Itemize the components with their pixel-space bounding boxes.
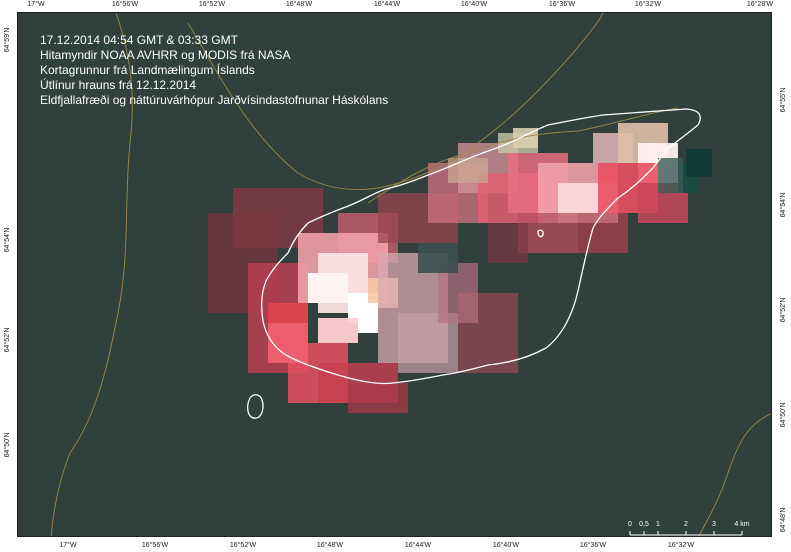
lava-outline-main (260, 108, 701, 385)
thermal-pixel-block (418, 243, 458, 273)
axis-label-right-3: 64°50'N (780, 402, 787, 428)
lava-outline-notch (537, 229, 544, 238)
axis-label-top-4: 16°44'W (373, 1, 401, 8)
thermal-pixel-block (448, 158, 488, 183)
axis-label-bottom-5: 16°40'W (492, 542, 520, 549)
thermal-pixel-block (513, 128, 538, 148)
axis-label-right-0: 64°55'N (780, 87, 787, 113)
axis-label-left-3: 64°50'N (4, 432, 11, 458)
axis-label-top-1: 16°56'W (111, 1, 139, 8)
scale-bar-label: 3 (712, 521, 716, 528)
scale-bar-graphic (629, 531, 743, 536)
axis-label-right-2: 64°52'N (780, 297, 787, 323)
scale-bar: 0 0,5 1 2 3 4 km (626, 521, 756, 536)
road-north (187, 13, 604, 191)
thermal-pixel-block (578, 213, 628, 253)
axis-label-bottom-0: 17°W (59, 542, 77, 549)
axis-label-left-2: 64°52'N (4, 327, 11, 353)
axis-label-top-3: 16°48'W (285, 1, 313, 8)
axis-label-top-7: 16°32'W (634, 1, 662, 8)
axis-label-top-2: 16°52'W (198, 1, 226, 8)
thermal-pixel-block (488, 223, 528, 263)
axis-label-top-0: 17°W (27, 1, 45, 8)
thermal-pixels (208, 123, 712, 413)
axis-label-top-6: 16°36'W (548, 1, 576, 8)
axis-label-right-4: 64°48'N (780, 507, 787, 533)
lava-outline-islet (246, 394, 264, 419)
scale-bar-label: 0,5 (639, 521, 649, 528)
axis-label-left-0: 64°59'N (4, 27, 11, 53)
caption-outline-date: Útlínur hrauns frá 12.12.2014 (40, 78, 197, 92)
caption-source-imagery: Hitamyndir NOAA AVHRR og MODIS frá NASA (40, 48, 291, 62)
axis-label-bottom-7: 16°32'W (667, 542, 695, 549)
map-caption: 17.12.2014 04:54 GMT & 03:33 GMT Hitamyn… (40, 33, 388, 108)
scale-bar-label: 0 (628, 521, 632, 528)
lava-outline (246, 108, 701, 419)
thermal-pixel-block (686, 149, 712, 177)
axis-label-bottom-1: 16°56'W (141, 542, 169, 549)
scale-bar-label: 1 (656, 521, 660, 528)
thermal-pixel-block (658, 158, 683, 193)
thermal-map (50, 13, 771, 536)
axis-label-top-5: 16°40'W (460, 1, 488, 8)
caption-date: 17.12.2014 04:54 GMT & 03:33 GMT (40, 33, 238, 47)
axis-label-bottom-6: 16°36'W (579, 542, 607, 549)
axis-label-top-8: 16°28'W (746, 1, 774, 8)
axis-label-left-1: 64°54'N (4, 227, 11, 253)
thermal-pixel-block (308, 273, 348, 303)
caption-credit: Eldfjallafræði og náttúruvárhópur Jarðví… (40, 93, 389, 107)
thermal-pixel-block (358, 303, 378, 333)
road-southeast (698, 413, 771, 536)
axis-label-right-1: 64°54'N (780, 192, 787, 218)
axis-label-bottom-3: 16°48'W (316, 542, 344, 549)
axis-label-bottom-2: 16°52'W (229, 542, 257, 549)
thermal-pixel-block (268, 323, 308, 363)
scale-bar-label: 4 km (734, 521, 750, 528)
map-panel: 17.12.2014 04:54 GMT & 03:33 GMT Hitamyn… (17, 12, 772, 537)
scale-bar-label: 2 (684, 521, 688, 528)
thermal-pixel-block (318, 318, 358, 343)
caption-basemap: Kortagrunnur frá Landmælingum Íslands (40, 63, 255, 77)
road-left (50, 13, 133, 536)
axis-label-bottom-4: 16°44'W (404, 542, 432, 549)
thermal-pixel-block (348, 383, 408, 413)
